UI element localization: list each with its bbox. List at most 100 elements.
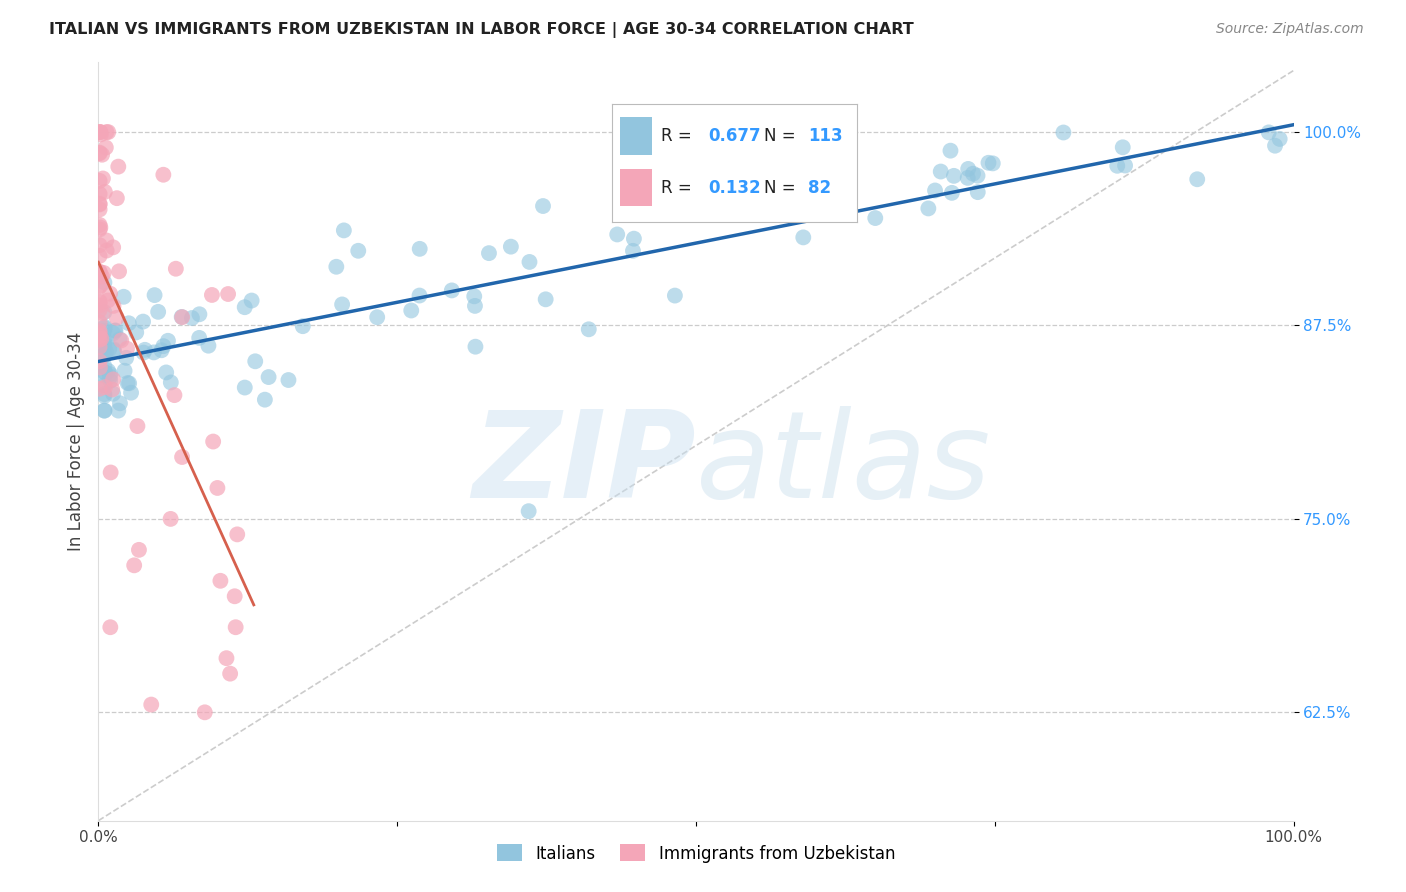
- Point: [291, 319, 314, 334]
- Point: [91, 269, 114, 284]
- Point: [152, 339, 174, 353]
- Point: [201, 288, 224, 302]
- Point: [159, 376, 181, 390]
- Point: [93, 319, 115, 334]
- Point: [89, 265, 111, 279]
- Point: [621, 244, 644, 258]
- Point: [89, 295, 111, 310]
- Point: [97, 293, 120, 308]
- Point: [215, 651, 238, 665]
- Y-axis label: In Labor Force | Age 30-34: In Labor Force | Age 30-34: [66, 332, 84, 551]
- Point: [125, 326, 148, 340]
- Point: [93, 332, 115, 346]
- Point: [623, 232, 645, 246]
- Point: [98, 620, 121, 634]
- Point: [91, 306, 114, 320]
- Point: [966, 185, 988, 199]
- Point: [101, 386, 124, 401]
- Point: [197, 339, 219, 353]
- Point: [163, 388, 186, 402]
- Point: [89, 196, 111, 211]
- Point: [202, 434, 225, 449]
- Point: [401, 303, 423, 318]
- Point: [664, 288, 686, 302]
- Point: [107, 403, 129, 417]
- Point: [132, 315, 155, 329]
- Point: [107, 160, 129, 174]
- Point: [127, 419, 149, 434]
- Point: [981, 156, 1004, 170]
- Point: [94, 365, 117, 379]
- Point: [93, 323, 115, 337]
- Point: [94, 344, 117, 359]
- Point: [1268, 132, 1291, 146]
- Point: [93, 334, 115, 349]
- Point: [120, 385, 142, 400]
- Point: [519, 255, 541, 269]
- Point: [89, 265, 111, 279]
- Point: [108, 396, 131, 410]
- Point: [94, 380, 117, 394]
- Point: [257, 370, 280, 384]
- Point: [924, 184, 946, 198]
- Point: [91, 147, 114, 161]
- Point: [89, 186, 111, 201]
- Point: [103, 299, 125, 313]
- Point: [534, 293, 557, 307]
- Point: [89, 354, 111, 368]
- Point: [89, 125, 111, 139]
- Point: [97, 364, 120, 378]
- Point: [172, 450, 194, 464]
- Point: [606, 227, 628, 242]
- Point: [89, 249, 111, 263]
- Point: [225, 620, 247, 634]
- Point: [217, 287, 239, 301]
- Point: [93, 349, 115, 363]
- Text: ZIP: ZIP: [472, 406, 696, 523]
- Point: [93, 368, 115, 383]
- Point: [1187, 172, 1209, 186]
- Point: [105, 310, 128, 325]
- Point: [89, 174, 111, 188]
- Point: [188, 331, 211, 345]
- Point: [94, 140, 117, 154]
- Point: [89, 340, 111, 354]
- Point: [517, 504, 540, 518]
- Point: [103, 342, 125, 356]
- Point: [89, 303, 111, 318]
- Point: [90, 332, 112, 346]
- Point: [89, 267, 111, 281]
- Point: [146, 305, 169, 319]
- Point: [1107, 159, 1129, 173]
- Point: [89, 220, 111, 235]
- Point: [89, 218, 111, 232]
- Point: [93, 347, 115, 361]
- Point: [93, 348, 115, 362]
- Point: [105, 191, 128, 205]
- Point: [89, 360, 111, 375]
- Point: [464, 299, 486, 313]
- Point: [112, 290, 135, 304]
- Point: [89, 222, 111, 236]
- Point: [226, 527, 249, 541]
- Point: [98, 367, 121, 381]
- Point: [531, 199, 554, 213]
- Point: [89, 280, 111, 294]
- Point: [233, 380, 256, 394]
- Text: Source: ZipAtlas.com: Source: ZipAtlas.com: [1216, 22, 1364, 37]
- Point: [957, 161, 980, 176]
- Point: [194, 706, 217, 720]
- Point: [100, 466, 122, 480]
- Point: [89, 324, 111, 338]
- Point: [1052, 126, 1074, 140]
- Point: [1264, 138, 1286, 153]
- Point: [333, 223, 356, 237]
- Point: [89, 326, 111, 341]
- Point: [118, 316, 141, 330]
- Point: [134, 343, 156, 357]
- Point: [122, 558, 145, 573]
- Point: [977, 155, 1000, 169]
- Point: [89, 197, 111, 211]
- Point: [463, 289, 485, 303]
- Text: ITALIAN VS IMMIGRANTS FROM UZBEKISTAN IN LABOR FORCE | AGE 30-34 CORRELATION CHA: ITALIAN VS IMMIGRANTS FROM UZBEKISTAN IN…: [49, 22, 914, 38]
